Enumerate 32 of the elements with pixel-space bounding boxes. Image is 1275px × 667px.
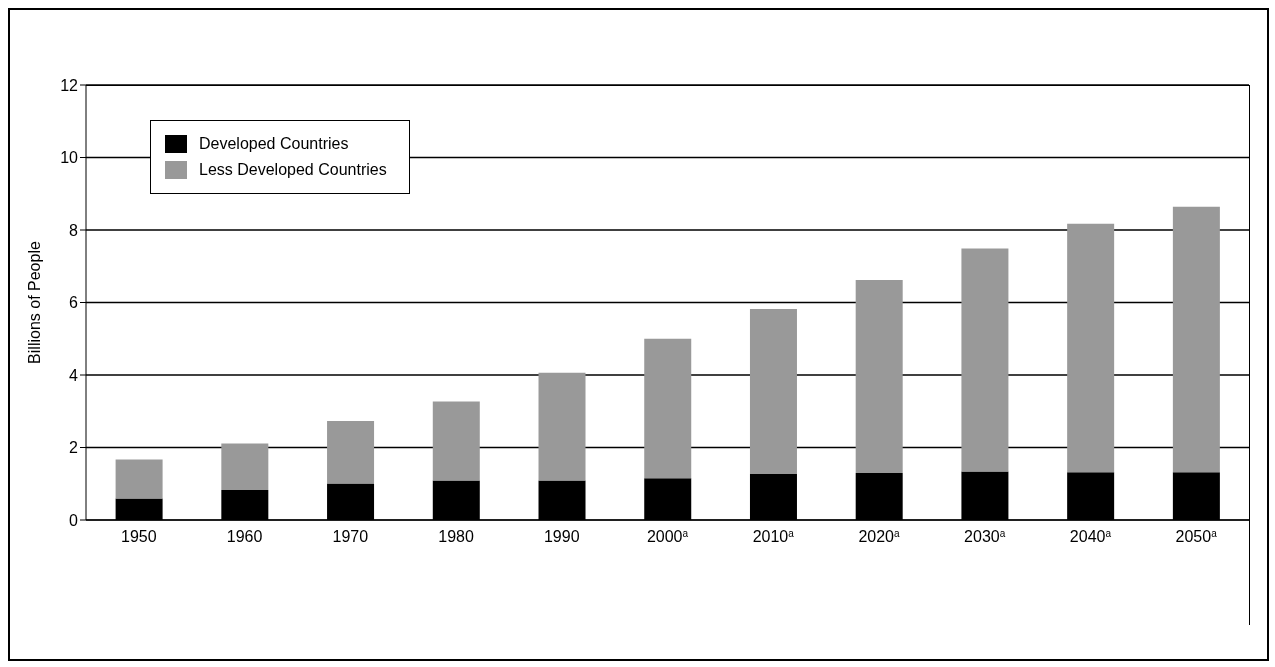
x-tick-label: 2010$^{a}$ <box>752 527 795 545</box>
bar <box>432 401 480 481</box>
y-tick-label: 10 <box>60 149 79 167</box>
bar <box>221 443 269 490</box>
bar <box>855 280 903 473</box>
bar <box>1067 223 1115 473</box>
x-tick-label: 2040$^{a}$ <box>1069 527 1112 545</box>
y-tick-label: 2 <box>69 439 79 457</box>
x-tick-label: 2050$^{a}$ <box>1175 527 1218 545</box>
y-tick-label: 4 <box>69 366 79 384</box>
x-tick-label: 1970 <box>332 528 369 545</box>
legend-label: Developed Countries <box>199 135 349 153</box>
bar <box>115 459 163 499</box>
bar <box>538 372 586 481</box>
bar <box>1172 206 1220 473</box>
bar <box>961 248 1009 472</box>
y-axis-title: Billions of People <box>25 241 43 364</box>
x-tick-label: 1960 <box>226 528 263 545</box>
x-tick-label: 2020$^{a}$ <box>858 527 900 545</box>
y-tick-label: 8 <box>69 221 79 239</box>
bar <box>749 309 797 474</box>
y-tick-label: 6 <box>69 294 79 312</box>
y-tick-label: 0 <box>69 511 79 529</box>
x-tick-label: 1990 <box>543 528 580 545</box>
x-tick-label: 2000$^{a}$ <box>646 527 689 545</box>
bar <box>644 338 692 479</box>
y-tick-label: 12 <box>60 76 79 94</box>
x-tick-label: 1980 <box>438 528 474 545</box>
legend-label: Less Developed Countries <box>199 161 387 179</box>
x-tick-label: 2030$^{a}$ <box>964 527 1006 545</box>
x-tick-label: 1950 <box>121 528 157 545</box>
bar <box>327 421 375 484</box>
